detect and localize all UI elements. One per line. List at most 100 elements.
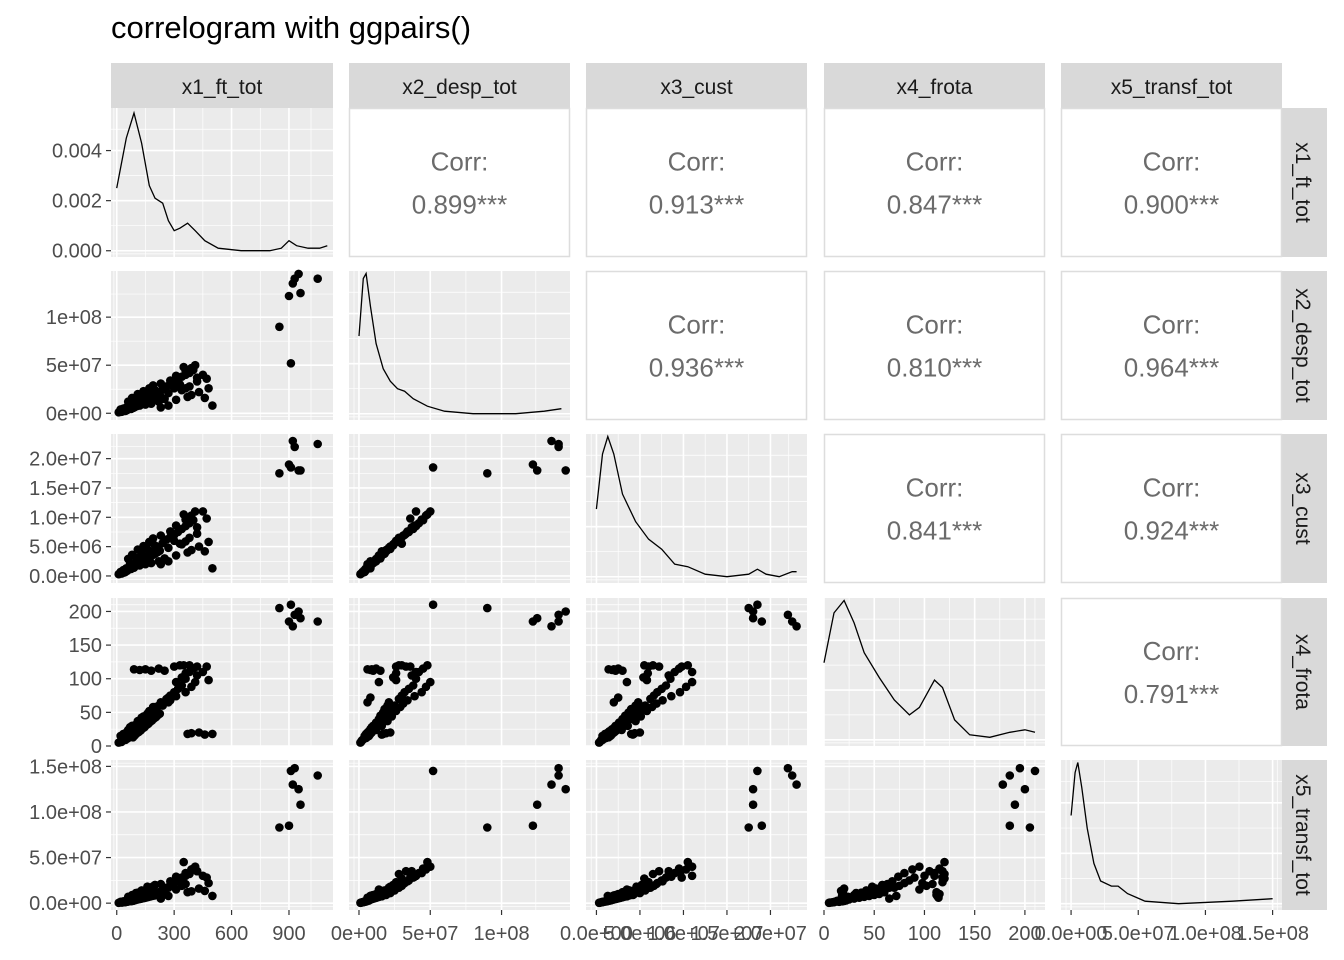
scatter-point bbox=[171, 677, 181, 687]
scatter-point bbox=[200, 547, 210, 556]
corr-panel-0-1 bbox=[348, 107, 571, 258]
scatter-point bbox=[664, 671, 673, 680]
scatter-point bbox=[139, 712, 148, 721]
scatter-point bbox=[377, 547, 387, 556]
scatter-point bbox=[748, 784, 758, 794]
corr-panel-2-4 bbox=[1060, 433, 1283, 584]
scatter-point bbox=[294, 269, 303, 279]
scatter-point bbox=[642, 675, 652, 685]
scatter-point bbox=[190, 677, 200, 687]
scatter-point bbox=[155, 546, 165, 555]
scatter-point bbox=[483, 603, 492, 613]
scatter-point bbox=[636, 712, 646, 721]
scatter-point bbox=[148, 381, 158, 390]
scatter-point bbox=[133, 716, 143, 726]
x-tick-label: 600 bbox=[215, 923, 248, 945]
scatter-point bbox=[164, 543, 173, 553]
scatter-point bbox=[900, 868, 909, 878]
scatter-point bbox=[374, 677, 384, 687]
scatter-point bbox=[888, 877, 897, 886]
scatter-point bbox=[155, 709, 165, 718]
scatter-point bbox=[386, 728, 395, 737]
strip-label-top-x2_desp_tot: x2_desp_tot bbox=[402, 76, 517, 99]
density-curve-x1_ft_tot bbox=[116, 110, 328, 252]
scatter-point bbox=[286, 359, 296, 368]
scatter-point bbox=[187, 390, 196, 400]
strip-top-x2_desp_tot bbox=[349, 63, 570, 108]
scatter-point bbox=[391, 878, 401, 888]
scatter-point bbox=[185, 661, 194, 670]
scatter-point bbox=[204, 878, 213, 888]
strip-label-right-x2_desp_tot: x2_desp_tot bbox=[1291, 288, 1314, 403]
scatter-point bbox=[181, 537, 190, 546]
scatter-point bbox=[687, 667, 697, 677]
scatter-point bbox=[654, 662, 664, 671]
scatter-point bbox=[127, 550, 137, 560]
strip-right-x4_frota bbox=[1282, 598, 1327, 746]
density-curve-x3_cust bbox=[595, 434, 797, 578]
corr-label: Corr: bbox=[1143, 473, 1201, 503]
scatter-point bbox=[561, 466, 570, 475]
scatter-point bbox=[863, 886, 873, 896]
x-tick-label: 0 bbox=[111, 923, 122, 945]
corr-label: Corr: bbox=[906, 147, 964, 177]
scatter-point bbox=[1010, 800, 1020, 809]
x-tick-label: 1.5e+08 bbox=[1236, 923, 1309, 945]
corr-label: Corr: bbox=[668, 147, 726, 177]
scatter-point bbox=[403, 877, 412, 886]
scatter-point bbox=[428, 463, 438, 472]
y-tick-label: 1.0e+08 bbox=[29, 802, 102, 824]
corr-label: Corr: bbox=[1143, 310, 1201, 340]
scatter-point bbox=[748, 613, 758, 623]
scatter-point bbox=[313, 771, 323, 780]
scatter-point bbox=[528, 460, 538, 469]
y-tick-label: 0 bbox=[91, 736, 102, 758]
strip-right-x3_cust bbox=[1282, 434, 1327, 583]
corr-panel-3-4 bbox=[1060, 597, 1283, 747]
scatter-point bbox=[202, 374, 211, 384]
y-tick-label: 0.004 bbox=[52, 141, 102, 163]
scatter-point bbox=[156, 379, 166, 388]
scatter-point bbox=[190, 862, 200, 871]
scatter-point bbox=[171, 521, 181, 530]
scatter-point bbox=[930, 871, 939, 881]
scatter-point bbox=[667, 691, 676, 701]
strip-label-right-x4_frota: x4_frota bbox=[1291, 634, 1314, 710]
scatter-point bbox=[635, 728, 645, 737]
y-tick-label: 5.0e+07 bbox=[29, 848, 102, 870]
corr-value: 0.841*** bbox=[887, 516, 982, 546]
panel-bg-3-3 bbox=[824, 598, 1045, 746]
scatter-point bbox=[940, 857, 949, 867]
corr-label: Corr: bbox=[1143, 636, 1201, 666]
scatter-point bbox=[915, 862, 924, 871]
scatter-point bbox=[294, 607, 303, 616]
scatter-point bbox=[998, 780, 1008, 789]
scatter-point bbox=[286, 600, 296, 609]
scatter-point bbox=[783, 610, 793, 620]
corr-panel-0-3 bbox=[823, 107, 1046, 258]
scatter-point bbox=[386, 542, 395, 551]
y-tick-label: 0.002 bbox=[52, 191, 102, 213]
scatter-point bbox=[753, 600, 762, 609]
strip-label-top-x3_cust: x3_cust bbox=[660, 76, 733, 99]
scatter-point bbox=[366, 693, 375, 702]
strip-right-x5_transf_tot bbox=[1282, 760, 1327, 910]
scatter-point bbox=[792, 780, 801, 789]
scatter-point bbox=[156, 879, 166, 889]
scatter-point bbox=[181, 384, 190, 393]
strip-label-right-x1_ft_tot: x1_ft_tot bbox=[1291, 142, 1314, 223]
scatter-point bbox=[171, 371, 181, 381]
density-curve-x2_desp_tot bbox=[358, 271, 562, 415]
corr-value: 0.899*** bbox=[412, 190, 507, 220]
panel-bg-0-0 bbox=[111, 108, 333, 257]
scatter-point bbox=[787, 617, 797, 626]
scatter-point bbox=[426, 677, 435, 687]
scatter-point bbox=[156, 403, 166, 412]
scatter-point bbox=[296, 466, 305, 475]
x-tick-label: 100 bbox=[908, 923, 941, 945]
scatter-point bbox=[156, 531, 166, 540]
scatter-point bbox=[667, 872, 676, 881]
scatter-point bbox=[166, 527, 175, 536]
scatter-point bbox=[200, 886, 210, 896]
scatter-point bbox=[288, 622, 298, 631]
